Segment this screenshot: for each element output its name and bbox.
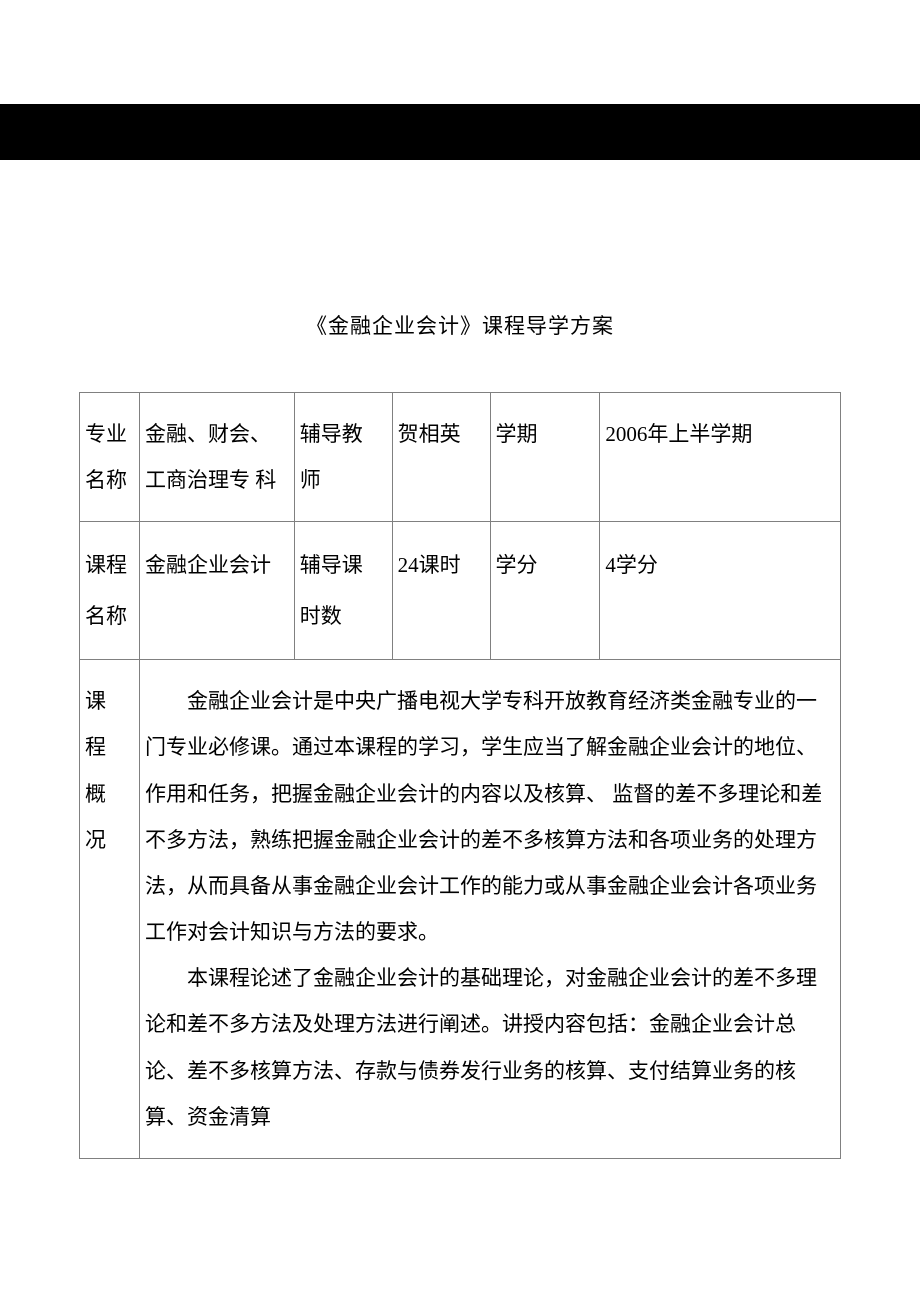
tutor-label: 辅导教师 [294,393,392,522]
credits-label: 学分 [490,522,600,660]
semester-value: 2006年上半学期 [600,393,841,522]
course-overview-content: 金融企业会计是中央广播电视大学专科开放教育经济类金融专业的一门专业必修课。通过本… [139,660,840,1159]
course-name-label: 课程名称 [80,522,140,660]
overview-paragraph-2: 本课程论述了金融企业会计的基础理论，对金融企业会计的差不多理论和差不多方法及处理… [145,966,817,1129]
overview-paragraph-1: 金融企业会计是中央广播电视大学专科开放教育经济类金融专业的一门专业必修课。通过本… [145,689,822,944]
table-row: 专业名称 金融、财会、工商治理专 科 辅导教师 贺相英 学期 2006年上半学期 [80,393,841,522]
hours-label: 辅导课时数 [294,522,392,660]
table-row: 课 程 概 况 金融企业会计是中央广播电视大学专科开放教育经济类金融专业的一门专… [80,660,841,1159]
course-overview-label: 课 程 概 况 [80,660,140,1159]
course-name-value: 金融企业会计 [139,522,294,660]
hours-value: 24课时 [392,522,490,660]
table-row: 课程名称 金融企业会计 辅导课时数 24课时 学分 4学分 [80,522,841,660]
page-title: 《金融企业会计》课程导学方案 [0,310,920,340]
header-banner [0,104,920,160]
major-name-label: 专业名称 [80,393,140,522]
credits-value: 4学分 [600,522,841,660]
major-name-value: 金融、财会、工商治理专 科 [139,393,294,522]
course-info-table: 专业名称 金融、财会、工商治理专 科 辅导教师 贺相英 学期 2006年上半学期… [79,392,841,1159]
tutor-value: 贺相英 [392,393,490,522]
semester-label: 学期 [490,393,600,522]
